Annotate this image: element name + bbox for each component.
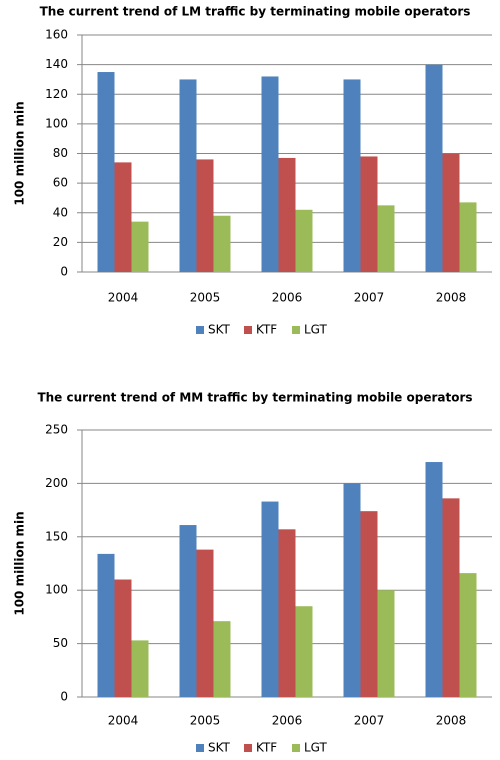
bar [213,215,231,272]
bar [131,221,149,272]
bar [295,209,313,272]
bar [196,159,214,272]
legend-label: SKT [208,741,231,755]
y-tick-label: 50 [53,636,68,650]
y-tick-label: 0 [60,265,68,279]
y-tick-label: 140 [45,57,68,71]
legend-swatch [196,744,204,752]
bar [459,202,477,272]
x-tick-label: 2007 [354,714,385,728]
y-tick-label: 0 [60,690,68,704]
bar [442,498,460,697]
legend-swatch [244,326,252,334]
bar [425,64,443,272]
bar [196,549,214,697]
bar [278,157,296,272]
y-tick-label: 120 [45,87,68,101]
bar [360,156,378,272]
x-tick-label: 2006 [272,714,303,728]
bar [97,553,115,697]
bar [114,162,132,272]
y-tick-label: 200 [45,476,68,490]
bar [97,72,115,272]
bar [343,483,361,697]
x-tick-label: 2008 [436,291,467,305]
legend-label: KTF [256,323,277,337]
y-tick-label: 250 [45,423,68,437]
chart-title: The current trend of LM traffic by termi… [40,5,471,19]
y-tick-label: 80 [53,146,68,160]
x-tick-label: 2006 [272,291,303,305]
bar [295,606,313,697]
bar [343,79,361,272]
bar [442,153,460,272]
bar [278,529,296,697]
bar [261,501,279,697]
legend-label: SKT [208,323,231,337]
x-tick-label: 2004 [108,291,139,305]
bar [377,205,395,272]
bar [261,76,279,272]
bar [360,511,378,697]
chart-title: The current trend of MM traffic by termi… [37,391,472,405]
y-tick-label: 100 [45,583,68,597]
y-axis-label: 100 million min [13,511,27,615]
bar [459,573,477,697]
x-tick-label: 2004 [108,714,139,728]
bar [114,579,132,697]
legend-label: KTF [256,741,277,755]
legend-swatch [292,326,300,334]
bar [377,590,395,697]
y-tick-label: 160 [45,28,68,42]
y-axis-label: 100 million min [13,101,27,205]
y-tick-label: 150 [45,529,68,543]
bar [179,525,197,697]
legend-swatch [292,744,300,752]
bar [131,640,149,697]
x-tick-label: 2005 [190,714,221,728]
bar [213,621,231,697]
x-tick-label: 2005 [190,291,221,305]
y-tick-label: 60 [53,176,68,190]
bar [179,79,197,272]
y-tick-label: 100 [45,116,68,130]
bar [425,462,443,697]
y-tick-label: 40 [53,205,68,219]
legend-label: LGT [304,323,328,337]
y-tick-label: 20 [53,235,68,249]
legend-label: LGT [304,741,328,755]
legend-swatch [196,326,204,334]
x-tick-label: 2007 [354,291,385,305]
x-tick-label: 2008 [436,714,467,728]
legend-swatch [244,744,252,752]
